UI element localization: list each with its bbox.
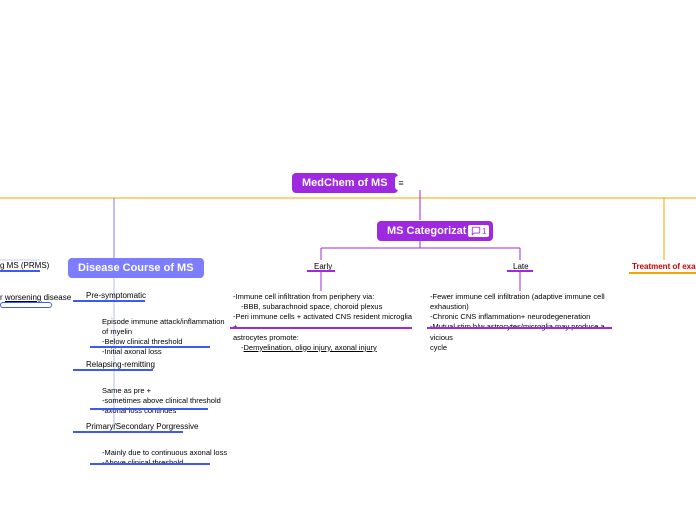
- relapsing-remitting-details: Same as pre + -sometimes above clinical …: [102, 386, 221, 416]
- early-details: -Immune cell infiltration from periphery…: [233, 292, 413, 353]
- pre-symptomatic-label[interactable]: Pre-symptomatic: [86, 291, 146, 300]
- disease-course-title: Disease Course of MS: [78, 262, 194, 274]
- progressive-label[interactable]: Primary/Secondary Porgressive: [86, 422, 198, 431]
- worsening-fragment: r worsening disease: [0, 293, 71, 302]
- root-title: MedChem of MS: [302, 177, 388, 189]
- root-node[interactable]: MedChem of MS: [292, 173, 398, 193]
- treatment-label[interactable]: Treatment of exacer: [632, 262, 696, 271]
- comment-icon[interactable]: 1: [467, 224, 490, 238]
- worsening-outline: [0, 302, 52, 308]
- late-details: -Fewer immune cell infiltration (adaptiv…: [430, 292, 615, 353]
- prms-fragment: g MS (PRMS): [0, 261, 49, 270]
- notes-icon[interactable]: ≡: [395, 176, 407, 190]
- progressive-details: -Mainly due to continuous axonal loss -A…: [102, 448, 227, 468]
- disease-course-node[interactable]: Disease Course of MS: [68, 258, 204, 278]
- comment-count: 1: [482, 227, 486, 236]
- pre-symptomatic-details: Episode immune attack/inflammation of my…: [102, 317, 225, 358]
- relapsing-remitting-label[interactable]: Relapsing-remitting: [86, 360, 155, 369]
